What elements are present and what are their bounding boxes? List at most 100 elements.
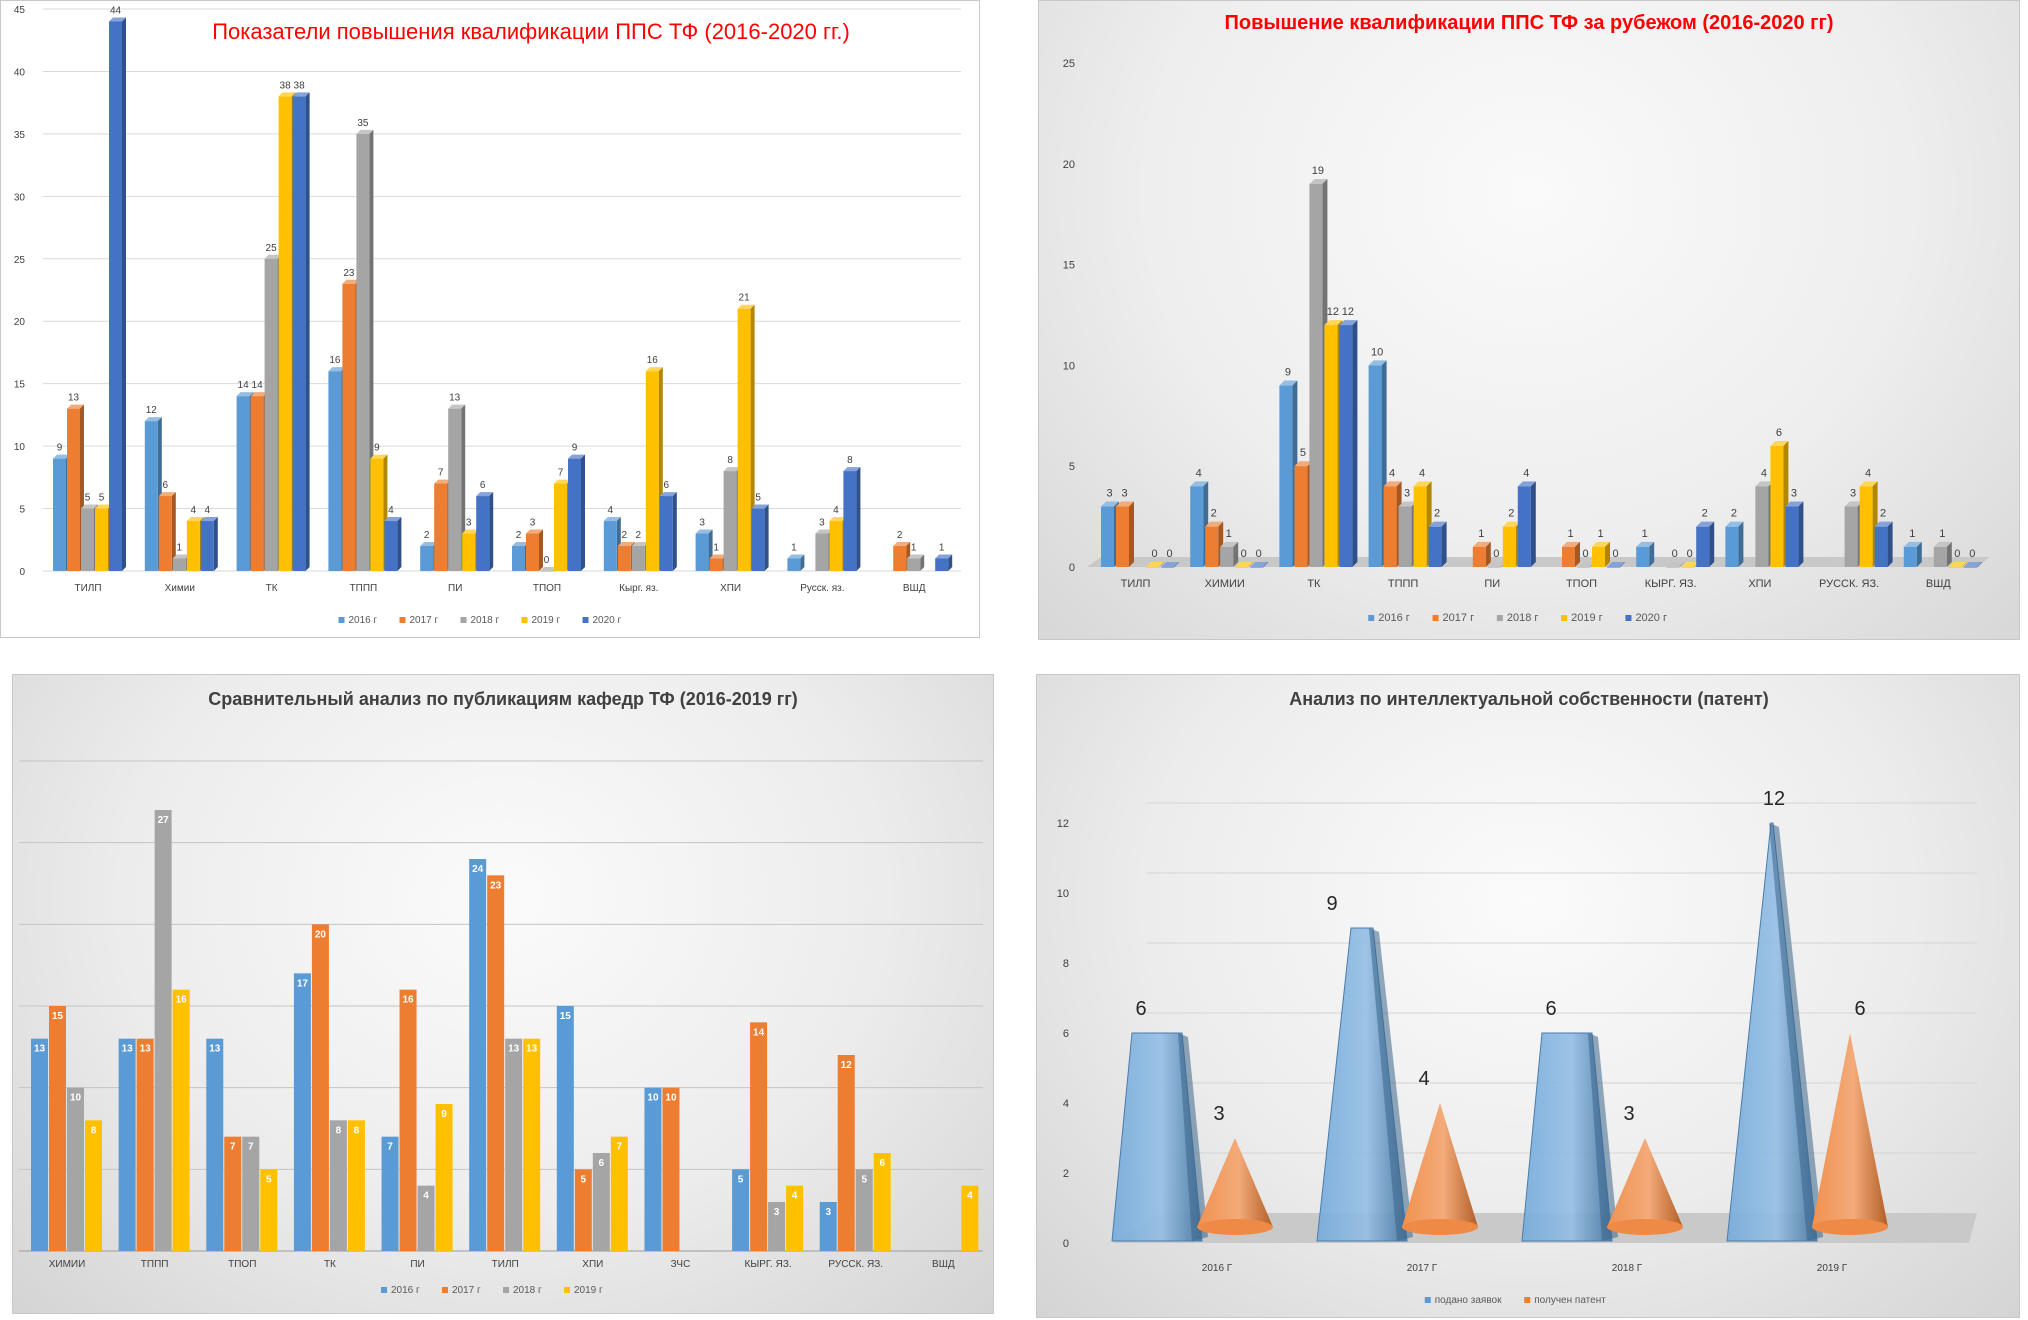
bar-7-2-top (1755, 481, 1774, 487)
bar-5-4-top (568, 454, 585, 459)
data-label: 35 (357, 118, 369, 129)
bar-0-3-top (95, 504, 112, 509)
bar-0-4 (1161, 567, 1174, 568)
cone-2 (1607, 1138, 1683, 1227)
data-label: 6 (1135, 998, 1146, 1020)
bar-2-0 (1279, 385, 1293, 567)
bar-0-3 (95, 508, 108, 571)
bar-3-3 (347, 1120, 365, 1251)
bar-5-3 (554, 483, 567, 571)
bar-2-4 (292, 96, 306, 571)
bar-6-0 (1636, 546, 1650, 567)
y-tick-label: 8 (1063, 958, 1069, 970)
data-label: 6 (879, 1158, 885, 1169)
bar-6-2-side (1679, 562, 1685, 568)
bar-1-4-side (1263, 562, 1269, 568)
data-label: 1 (1226, 528, 1232, 540)
bar-3-4-top (1428, 521, 1447, 527)
bar-7-4 (751, 508, 765, 571)
pyramid-1 (1316, 927, 1408, 1242)
data-label: 3 (1404, 488, 1410, 500)
data-label: 9 (1285, 367, 1291, 379)
data-label: 8 (336, 1125, 342, 1136)
bar-8-2-top (1844, 501, 1863, 507)
data-label: 4 (1196, 467, 1202, 479)
legend-label-3: 2019 г (574, 1285, 603, 1296)
bar-4-1-top (1472, 541, 1491, 547)
data-label: 3 (825, 1207, 831, 1218)
data-label: 0 (1151, 548, 1157, 560)
bar-8-2 (815, 533, 829, 571)
bar-2-0-top (236, 392, 254, 397)
cone-0 (1197, 1138, 1273, 1227)
bar-1-0 (144, 421, 158, 571)
bar-5-0 (512, 546, 525, 571)
data-label: 14 (753, 1027, 765, 1038)
bar-2-1 (224, 1136, 242, 1251)
bar-6-0 (603, 521, 617, 571)
bar-1-1-side (171, 492, 176, 571)
data-label: 8 (847, 455, 853, 466)
bar-0-1 (1116, 506, 1129, 567)
x-tick-label: ТК (266, 583, 278, 594)
data-label: 7 (438, 468, 444, 479)
bar-5-2 (1577, 567, 1590, 568)
bar-6-0-top (1636, 541, 1655, 547)
data-label: 13 (526, 1044, 538, 1055)
data-label: 1 (177, 543, 183, 554)
data-label: 1 (713, 543, 719, 554)
bar-8-2-top (815, 529, 833, 534)
data-label: 3 (819, 518, 825, 529)
y-tick-label: 10 (14, 442, 26, 453)
bar-7-0 (644, 1087, 662, 1251)
bar-1-0-top (144, 417, 162, 422)
bar-0-0 (53, 458, 66, 571)
bar-1-2-top (172, 554, 190, 559)
bar-2-3-top (1324, 320, 1343, 326)
data-label: 4 (1418, 1068, 1429, 1090)
bar-7-3 (737, 308, 751, 571)
bar-4-1-top (434, 479, 452, 484)
bar-1-4 (1250, 567, 1264, 568)
data-label: 6 (1854, 998, 1865, 1020)
y-tick-label: 25 (1063, 58, 1075, 70)
bar-6-4-top (1696, 521, 1715, 527)
bar-2-2-top (1309, 178, 1328, 184)
pyramid-side-0 (1178, 1033, 1208, 1241)
x-tick-label: ТПОП (1566, 578, 1597, 590)
x-tick-label: ТПОП (228, 1259, 256, 1270)
bar-6-4-side (1709, 521, 1715, 567)
x-tick-label: ВШД (903, 583, 926, 594)
bar-9-4-top (1963, 562, 1982, 567)
bar-3-1 (1383, 486, 1397, 567)
bar-7-0-side (1738, 521, 1744, 567)
data-label: 0 (1166, 548, 1172, 560)
legend-swatch-1 (1524, 1297, 1531, 1303)
bar-9-2-side (920, 554, 925, 571)
bar-3-3-top (1413, 481, 1432, 487)
bar-7-2 (723, 471, 737, 571)
data-label: 1 (939, 543, 945, 554)
bar-1-3 (186, 521, 200, 571)
bars (53, 17, 953, 572)
bar-6-3 (1681, 567, 1695, 568)
chart-title: Сравнительный анализ по публикациям кафе… (208, 689, 798, 709)
y-tick-label: 5 (1069, 461, 1075, 473)
x-tick-label: Кырг. яз. (619, 583, 658, 594)
bar-4-2-top (448, 404, 466, 409)
data-label: 3 (774, 1207, 780, 1218)
bar-6-0-side (1649, 541, 1655, 567)
bar-3-2 (356, 133, 370, 571)
data-label: 27 (158, 815, 170, 826)
bar-3-3 (370, 458, 384, 571)
bar-5-2 (540, 571, 553, 572)
data-label: 3 (1623, 1103, 1634, 1125)
bar-1-3 (1235, 567, 1249, 568)
data-label: 13 (449, 393, 461, 404)
data-label: 1 (1597, 528, 1603, 540)
y-tick-label: 45 (14, 5, 26, 16)
y-tick-label: 20 (1063, 159, 1075, 171)
bar-4-2-top (1487, 562, 1506, 567)
x-tick-label: РУССК. ЯЗ. (828, 1259, 883, 1270)
publications-chart: 13 15 10 8 ХИМИИ 13 13 27 16 ТППП 13 7 7 5 ТПОП 17 20 8 8 Т… (19, 689, 983, 1296)
